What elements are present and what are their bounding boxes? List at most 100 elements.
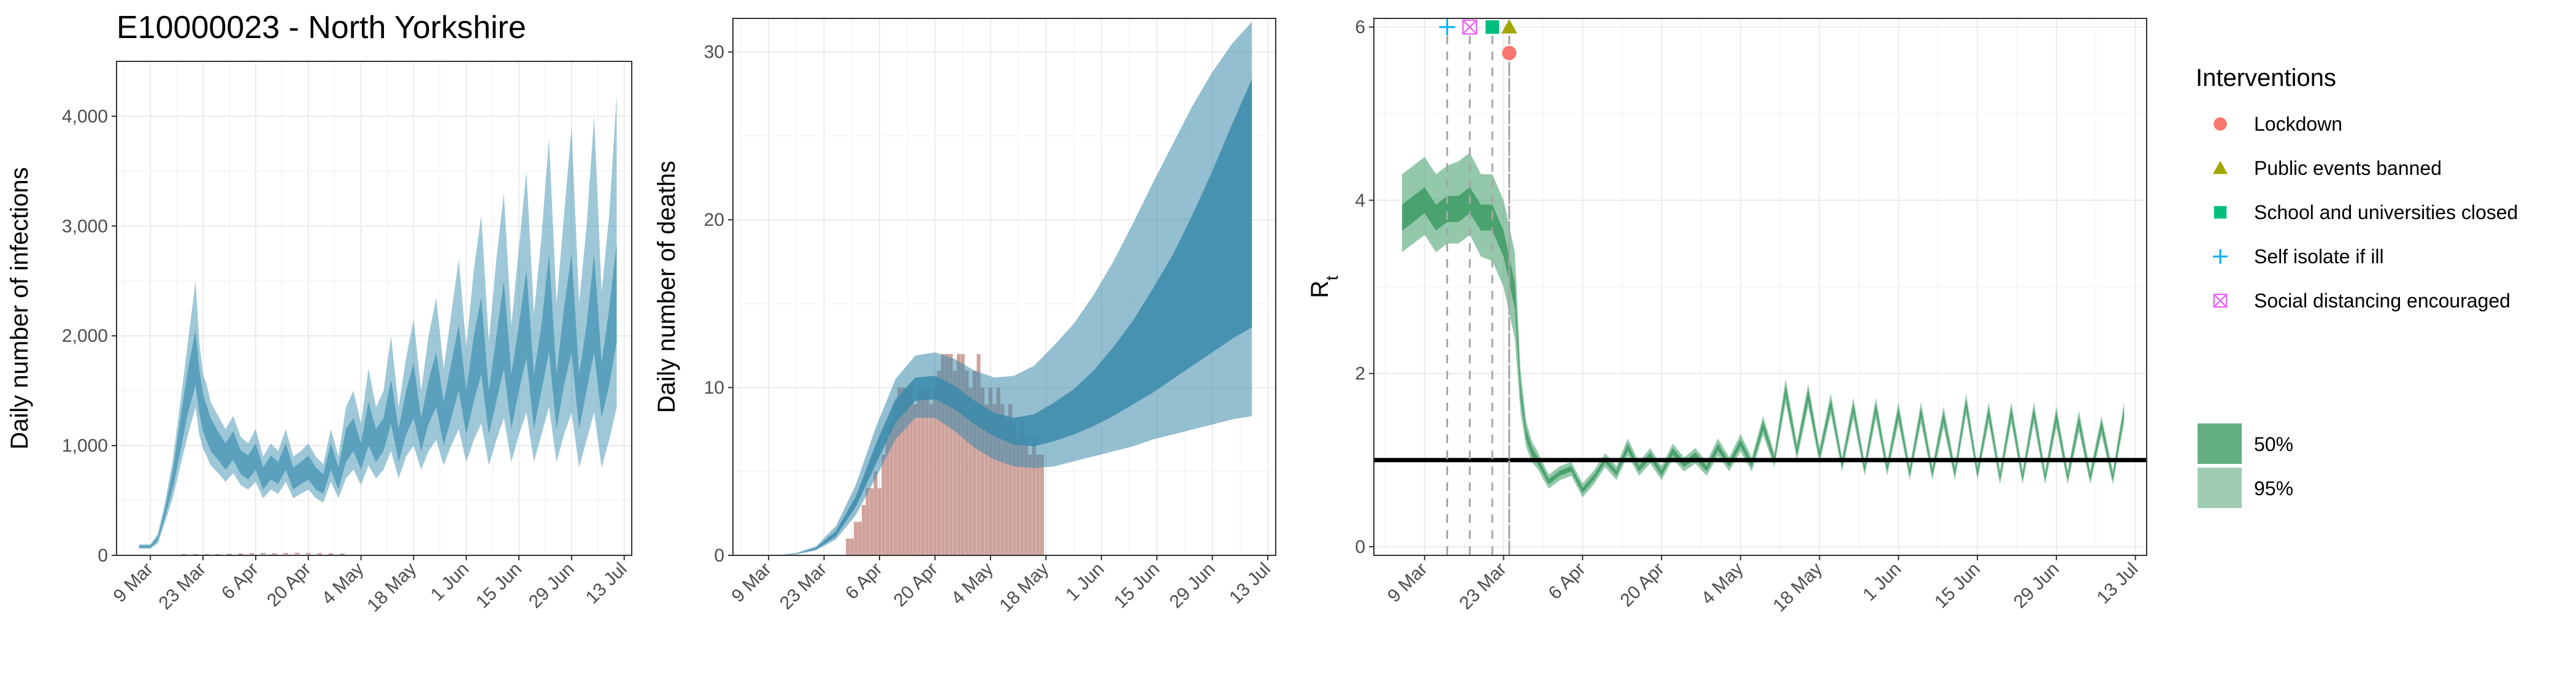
deaths-observed-bar [945, 353, 949, 555]
deaths-y-tick-label: 0 [714, 546, 724, 566]
infections-y-tick-label: 1,000 [62, 436, 108, 456]
deaths-observed-bar [857, 522, 862, 555]
deaths-observed-bar [846, 538, 850, 555]
rt-x-tick-label: 1 Jun [1859, 559, 1905, 605]
legend-key-square-icon [2214, 206, 2227, 219]
deaths-x-tick-label: 15 Jun [1110, 559, 1163, 612]
deaths-observed-bar [909, 387, 913, 555]
deaths-x-tick-label: 20 Apr [890, 559, 942, 611]
infections-x-tick-label: 6 Apr [218, 559, 263, 604]
deaths-observed-bar [968, 387, 973, 555]
infections-observed-bar [226, 554, 232, 555]
infections-ci95-band [139, 94, 617, 549]
deaths-observed-bar [1032, 438, 1037, 555]
rt-y-axis-subscript: t [1322, 276, 1341, 280]
infections-y-tick-label: 4,000 [62, 106, 108, 126]
rt-x-tick-label: 4 May [1698, 559, 1747, 609]
deaths-x-tick-label: 18 May [995, 559, 1052, 616]
boxed-x-icon-box [2213, 293, 2228, 308]
legend-interval-swatch [2198, 468, 2242, 508]
infections-x-tick-label: 18 May [363, 559, 420, 616]
deaths-observed-bar [1036, 454, 1040, 555]
legend-key-circle-icon [2214, 117, 2227, 131]
deaths-observed-bar [865, 488, 870, 555]
deaths-observed-bar [1028, 454, 1032, 555]
square-icon [1485, 20, 1500, 34]
deaths-ci95-band [756, 21, 1252, 555]
infections-x-tick-label: 15 Jun [472, 559, 526, 612]
rt-x-tick-label: 20 Apr [1616, 559, 1668, 611]
legend-interval-swatch [2198, 423, 2242, 464]
infections-x-tick-label: 29 Jun [525, 559, 578, 612]
infections-x-tick-label: 13 Jul [582, 559, 631, 608]
rt-y-tick-label: 2 [1355, 364, 1365, 384]
deaths-observed-bar [1020, 421, 1024, 555]
infections-y-axis-title: Daily number of infections [6, 167, 33, 449]
deaths-observed-bar [988, 387, 992, 555]
rt-y-tick-label: 6 [1355, 17, 1365, 37]
deaths-x-tick-label: 1 Jun [1062, 559, 1108, 605]
infections-x-tick-label: 20 Apr [263, 559, 315, 611]
deaths-y-tick-label: 10 [704, 378, 724, 398]
intervention-marker-triangle-icon [1501, 19, 1517, 34]
intervention-marker-square-icon [1485, 20, 1500, 34]
deaths-x-tick-label: 6 Apr [841, 559, 886, 604]
deaths-observed-bar [937, 371, 941, 555]
legend-interval-label: 95% [2254, 477, 2293, 500]
deaths-observed-bar [1024, 438, 1029, 555]
deaths-observed-bar [897, 387, 902, 555]
deaths-observed-bar [992, 404, 997, 555]
deaths-panel-border [732, 18, 1276, 556]
infections-y-tick-label: 3,000 [62, 216, 108, 236]
rt-ci95-band [1402, 152, 2125, 498]
rt-x-tick-label: 15 Jun [1931, 559, 1984, 612]
infections-x-tick-label: 4 May [318, 559, 367, 609]
deaths-observed-bar [960, 353, 965, 555]
deaths-y-axis-title: Daily number of deaths [653, 161, 680, 413]
legend-key-plus-icon [2213, 249, 2228, 264]
rt-panel-border [1373, 18, 2147, 556]
deaths-observed-bar [996, 387, 1000, 555]
deaths-observed-bar [881, 454, 886, 555]
rt-y-axis-title: Rt [1306, 276, 1341, 298]
deaths-observed-bar [905, 387, 910, 555]
deaths-observed-bar [877, 488, 882, 555]
deaths-y-tick-label: 30 [704, 42, 724, 63]
deaths-ci50-band [756, 79, 1252, 555]
deaths-observed-bar [984, 404, 989, 555]
rt-x-tick-label: 13 Jul [2093, 559, 2142, 608]
legend-item-label: Lockdown [2254, 113, 2342, 135]
deaths-observed-bar [889, 421, 894, 555]
deaths-x-tick-label: 9 Mar [728, 559, 776, 607]
deaths-observed-bar [854, 522, 858, 555]
rt-x-tick-label: 9 Mar [1384, 559, 1432, 607]
legend: Interventions Lockdown Public events banne… [2196, 64, 2518, 508]
deaths-observed-bar [901, 387, 905, 555]
deaths-observed-bar [893, 404, 897, 555]
deaths-observed-bar [965, 371, 969, 555]
deaths-observed-bar [949, 353, 953, 555]
infections-observed-bar [294, 552, 300, 554]
intervention-marker-plus-icon [1439, 19, 1455, 36]
triangle-icon [1501, 19, 1517, 34]
deaths-y-tick-label: 20 [704, 210, 724, 230]
rt-y-tick-label: 4 [1355, 190, 1365, 210]
deaths-observed-bar [953, 371, 957, 555]
boxed-x-icon-box [1462, 19, 1478, 35]
intervention-marker-boxed-x-icon [1462, 19, 1478, 35]
infections-observed-bar [339, 554, 345, 555]
infections-observed-bar [328, 553, 334, 555]
deaths-observed-bar [873, 471, 878, 555]
rt-x-tick-label: 6 Apr [1544, 559, 1589, 604]
deaths-observed-bar [885, 438, 890, 555]
infections-observed-bar [305, 553, 311, 555]
infections-x-tick-label: 1 Jun [427, 559, 473, 605]
deaths-observed-bar [862, 504, 866, 555]
legend-key-boxed-x-icon [2213, 293, 2228, 308]
deaths-observed-bar [929, 404, 933, 555]
square-icon [2214, 206, 2227, 219]
deaths-observed-bar [921, 387, 926, 555]
